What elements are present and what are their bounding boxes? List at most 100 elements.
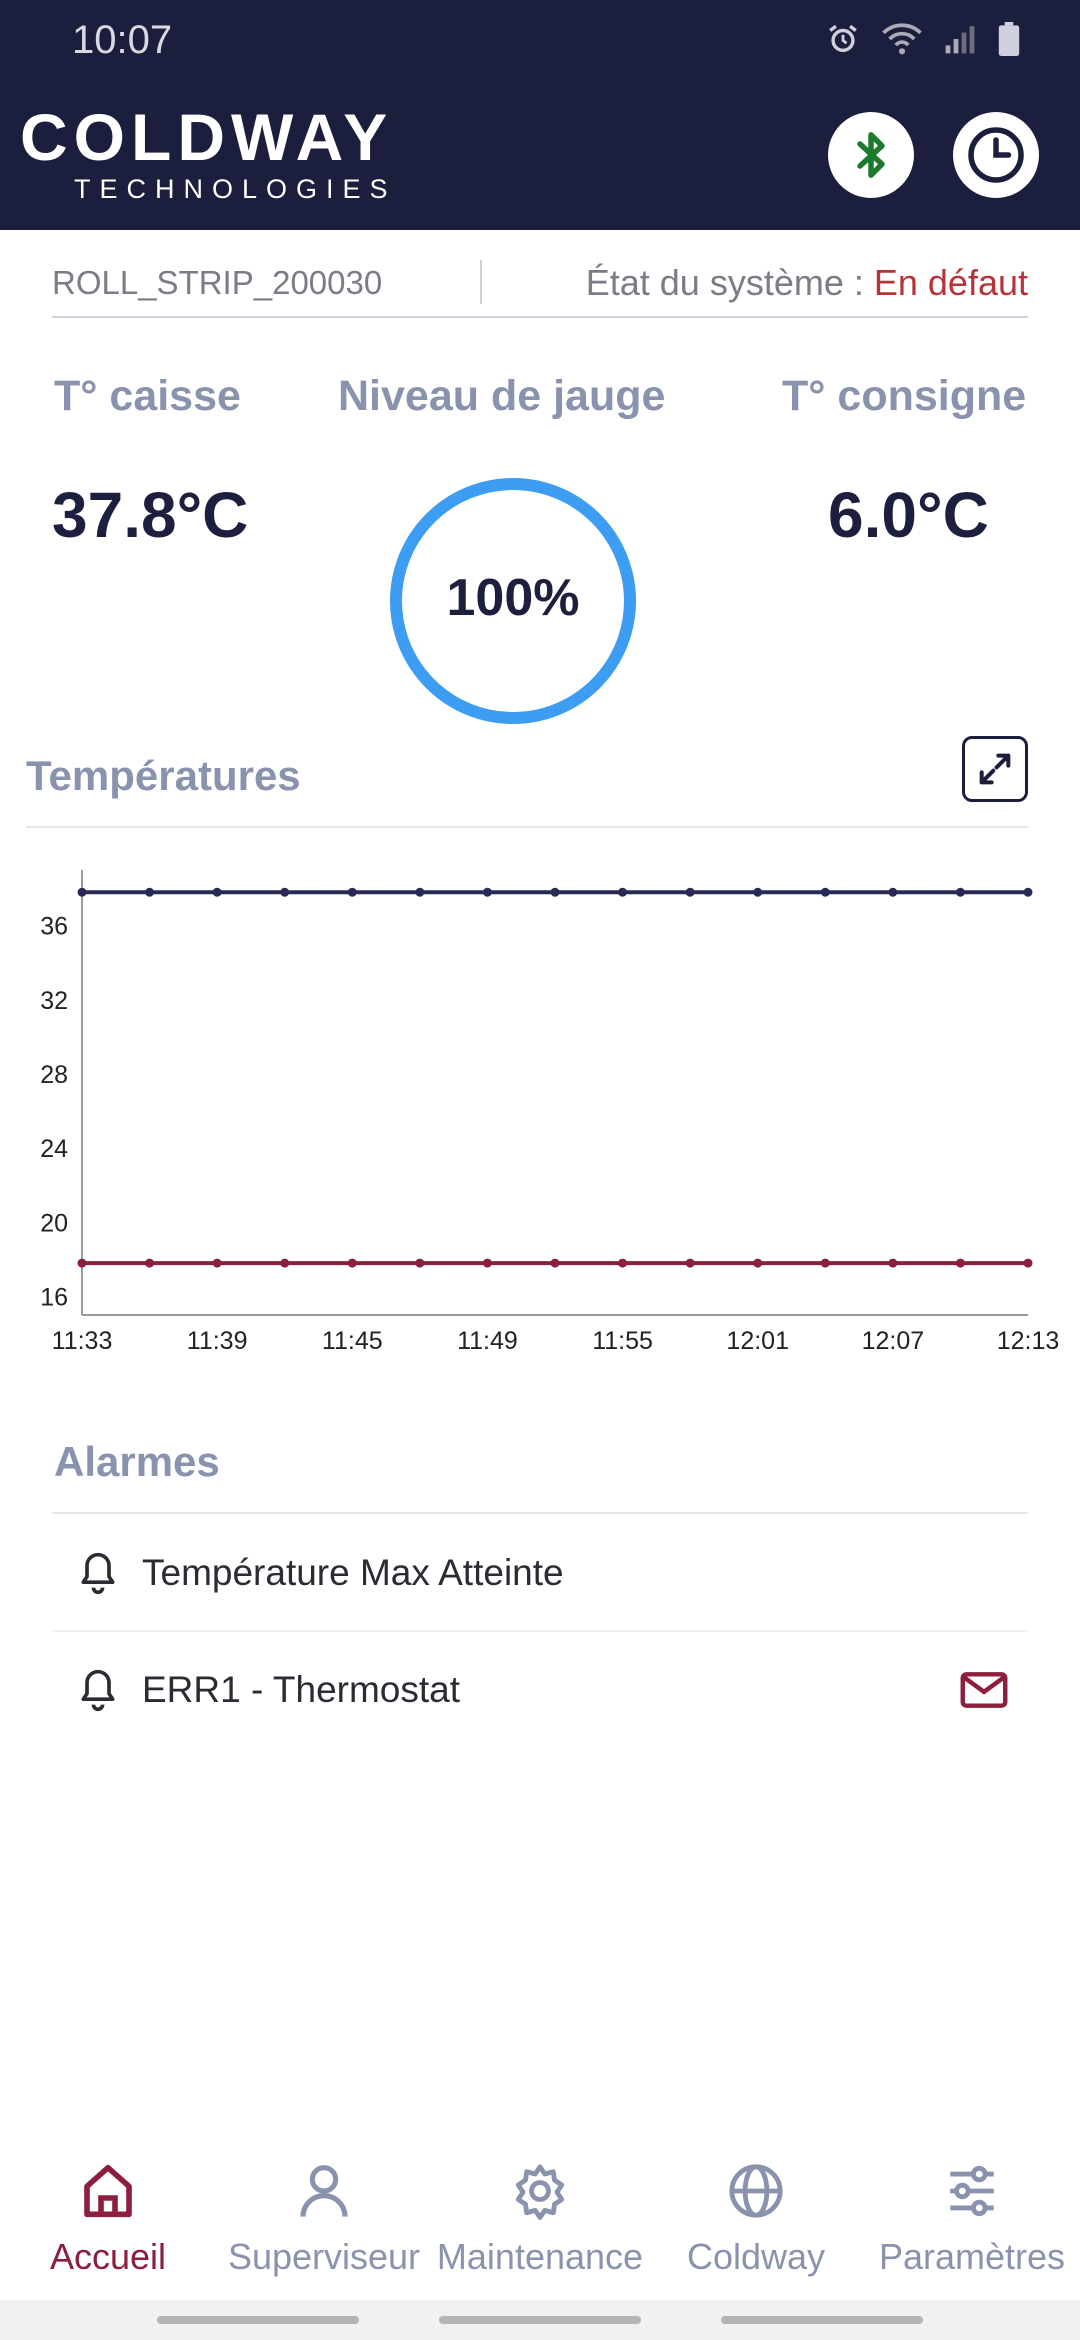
expand-icon: [979, 753, 1011, 785]
box-temp-value: 37.8°C: [52, 479, 249, 551]
nav-coldway[interactable]: Coldway: [648, 2160, 864, 2300]
y-tick-label: 24: [40, 1135, 68, 1163]
data-point: [550, 887, 560, 897]
data-point: [820, 887, 830, 897]
bluetooth-button[interactable]: [828, 112, 914, 198]
gauge-label: Niveau de jauge: [338, 372, 666, 420]
device-row: ROLL_STRIP_200030 État du système : En d…: [52, 254, 1028, 318]
y-tick-label: 28: [40, 1061, 68, 1089]
data-point: [888, 1258, 898, 1268]
x-tick-label: 12:07: [862, 1327, 925, 1355]
gauge-ring: [390, 478, 636, 724]
system-state: État du système : En défaut: [586, 262, 1028, 304]
gear-icon: [515, 2164, 565, 2220]
mail-icon[interactable]: [960, 1671, 1008, 1709]
device-name: ROLL_STRIP_200030: [52, 264, 383, 301]
data-point: [347, 887, 357, 897]
bottom-nav: Accueil Superviseur Maintenance Coldway …: [0, 2160, 1080, 2300]
data-point: [1023, 1258, 1033, 1268]
data-point: [820, 1258, 830, 1268]
expand-chart-button[interactable]: [962, 736, 1028, 802]
gesture-pill: [721, 2316, 923, 2324]
data-point: [888, 887, 898, 897]
status-icons: [826, 22, 1020, 56]
data-point: [685, 1258, 695, 1268]
data-point: [280, 1258, 290, 1268]
alarms-title: Alarmes: [54, 1438, 220, 1485]
data-point: [212, 887, 222, 897]
bluetooth-icon: [857, 132, 885, 178]
x-tick-label: 11:45: [322, 1327, 383, 1355]
y-tick-label: 20: [40, 1209, 68, 1237]
alarm-label: ERR1 - Thermostat: [142, 1669, 461, 1710]
data-point: [415, 887, 425, 897]
setpoint-value: 6.0°C: [828, 479, 989, 551]
gesture-pill: [439, 2316, 641, 2324]
signal-icon: [945, 26, 975, 54]
x-tick-label: 12:13: [997, 1327, 1060, 1355]
globe-icon: [729, 2164, 783, 2218]
data-point: [280, 887, 290, 897]
x-tick-label: 12:01: [726, 1327, 789, 1355]
data-point: [77, 1258, 87, 1268]
y-tick-label: 16: [40, 1283, 68, 1311]
brand-sub: TECHNOLOGIES: [74, 174, 397, 204]
wifi-icon: [882, 23, 922, 55]
box-temp-label: T° caisse: [54, 372, 241, 420]
divider: [480, 260, 482, 304]
alarm-clock-icon: [829, 24, 857, 53]
x-tick-label: 11:39: [187, 1327, 248, 1355]
data-point: [753, 887, 763, 897]
x-tick-label: 11:33: [52, 1327, 113, 1355]
x-tick-label: 11:49: [457, 1327, 518, 1355]
nav-parametres[interactable]: Paramètres: [864, 2160, 1080, 2300]
data-point: [685, 887, 695, 897]
brand-main: COLDWAY: [20, 100, 394, 174]
gauge-fill: [390, 478, 636, 724]
alarm-label: Température Max Atteinte: [142, 1552, 564, 1593]
alarm-item[interactable]: ERR1 - Thermostat: [52, 1632, 1028, 1748]
data-point: [212, 1258, 222, 1268]
data-point: [77, 887, 87, 897]
clock-icon: [968, 127, 1024, 183]
data-point: [482, 1258, 492, 1268]
data-point: [145, 887, 155, 897]
nav-label: Maintenance: [436, 2236, 644, 2277]
nav-maintenance[interactable]: Maintenance: [432, 2160, 648, 2300]
data-point: [618, 887, 628, 897]
x-tick-label: 11:55: [592, 1327, 653, 1355]
data-point: [482, 887, 492, 897]
data-point: [618, 1258, 628, 1268]
app-header: 10:07 COLDWAY TECHNOLOGIES: [0, 0, 1080, 230]
data-point: [550, 1258, 560, 1268]
battery-icon: [998, 22, 1020, 56]
nav-accueil[interactable]: Accueil: [0, 2160, 216, 2300]
nav-label: Coldway: [686, 2236, 826, 2277]
nav-label: Accueil: [49, 2236, 167, 2277]
y-tick-label: 32: [40, 987, 68, 1015]
status-time: 10:07: [72, 18, 173, 62]
nav-label: Paramètres: [878, 2236, 1066, 2277]
user-icon: [300, 2165, 348, 2217]
data-point: [1023, 887, 1033, 897]
sliders-icon: [950, 2165, 994, 2217]
section-divider: [52, 1512, 1028, 1514]
data-point: [955, 887, 965, 897]
data-point: [145, 1258, 155, 1268]
brand-logo: COLDWAY TECHNOLOGIES: [20, 104, 397, 205]
data-point: [347, 1258, 357, 1268]
history-button[interactable]: [953, 112, 1039, 198]
data-point: [753, 1258, 763, 1268]
home-icon: [84, 2164, 132, 2218]
gauge-value: 100%: [446, 569, 580, 627]
nav-superviseur[interactable]: Superviseur: [216, 2160, 432, 2300]
temperature-chart: 16 20 24 28 32 36 11:33 11:39 11:45 11:49 11:55 12:…: [40, 870, 1060, 1355]
gesture-pill: [157, 2316, 359, 2324]
setpoint-label: T° consigne: [782, 372, 1027, 420]
temperatures-title: Températures: [26, 752, 301, 799]
bell-icon: [76, 1549, 122, 1597]
system-state-label: État du système :: [585, 262, 864, 303]
nav-label: Superviseur: [227, 2236, 421, 2277]
system-state-value: En défaut: [873, 262, 1028, 303]
alarm-item[interactable]: Température Max Atteinte: [52, 1516, 1028, 1632]
